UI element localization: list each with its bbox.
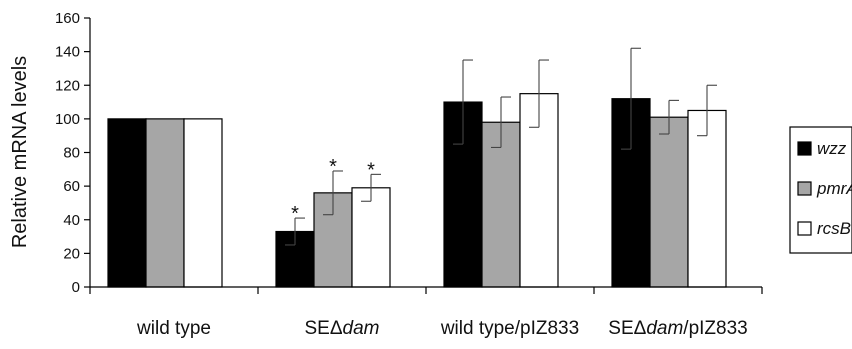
x-axis: wild type SEΔdam wild type/pIZ833 SEΔdam/pI…: [89, 286, 763, 339]
x-category-label: SEΔdam: [304, 318, 379, 339]
bar-pmra: [145, 118, 185, 288]
bar-wzz: [107, 118, 147, 288]
x-category-label: SEΔdam/pIZ833: [608, 318, 747, 339]
x-category-label-part: dam: [343, 318, 380, 339]
y-tick-label: 100: [55, 111, 80, 128]
x-category-label: wild type: [136, 318, 211, 339]
legend-swatch-rcsb: [797, 221, 812, 236]
legend: wzz pmrA rcsB: [789, 126, 852, 254]
bar-rcsb: [351, 187, 391, 288]
bar-pmra: [649, 116, 689, 288]
x-category-label-part: wild type/pIZ833: [440, 318, 579, 339]
y-tick-label: 160: [55, 10, 80, 27]
x-category-label-part: wild type: [136, 318, 211, 339]
legend-swatch-wzz: [797, 141, 812, 156]
x-category-label-part: SE: [608, 318, 633, 339]
y-tick-label: 60: [63, 178, 80, 195]
legend-label-pmra: pmrA: [816, 179, 852, 198]
y-axis: 0 20 40 60 80 100 120 140 160: [55, 10, 91, 296]
significance-star: *: [367, 159, 375, 181]
y-tick-label: 40: [63, 212, 80, 229]
x-category-label-part: /pIZ833: [683, 318, 747, 339]
bar-rcsb: [687, 109, 727, 288]
legend-label-wzz: wzz: [817, 139, 847, 158]
y-tick-label: 140: [55, 44, 80, 61]
y-tick-label: 20: [63, 245, 80, 262]
significance-star: *: [329, 156, 337, 178]
x-category-label-part: dam: [646, 318, 683, 339]
y-tick-label: 120: [55, 77, 80, 94]
y-axis-title: Relative mRNA levels: [9, 56, 31, 248]
x-category-label: wild type/pIZ833: [440, 318, 579, 339]
legend-label-rcsb: rcsB: [817, 219, 851, 238]
x-category-label-part: Δ: [634, 318, 647, 339]
significance-star: *: [291, 203, 299, 225]
x-category-label-part: SE: [304, 318, 329, 339]
legend-swatch-pmra: [797, 181, 812, 196]
y-tick-label: 0: [72, 279, 80, 296]
bar-rcsb: [183, 118, 223, 288]
x-category-label-part: Δ: [330, 318, 343, 339]
bar-series-group: * * *: [107, 47, 727, 288]
y-tick-label: 80: [63, 145, 80, 162]
